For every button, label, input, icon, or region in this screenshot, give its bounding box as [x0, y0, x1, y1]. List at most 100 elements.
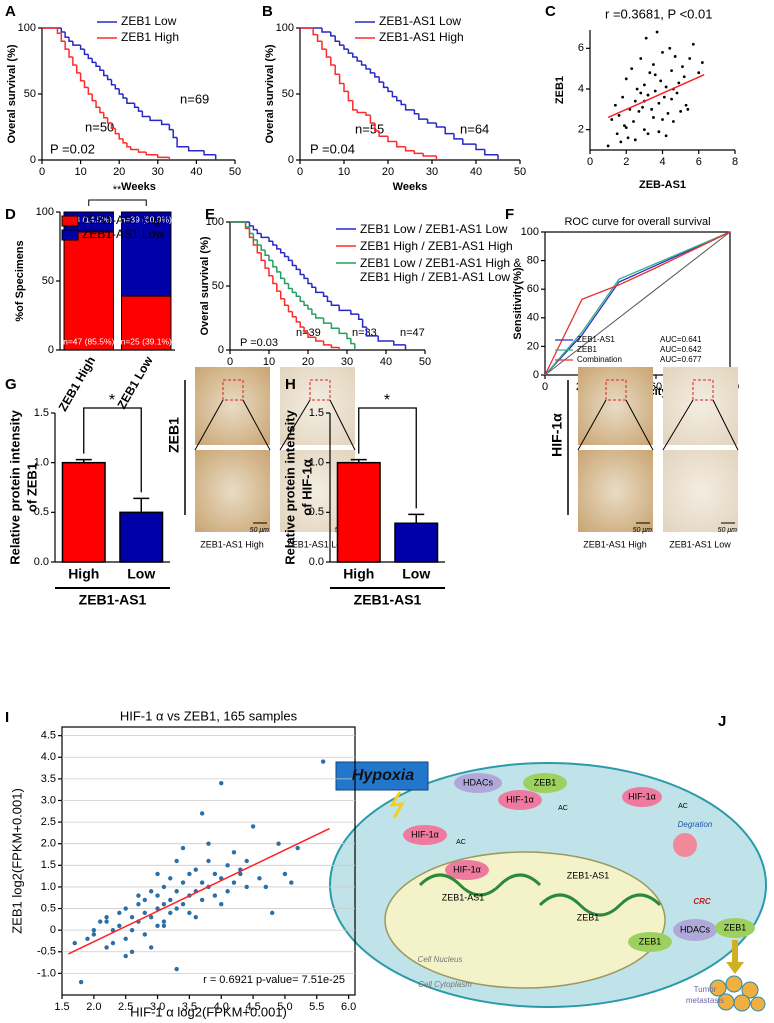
survival-step [172, 129, 178, 139]
point [161, 884, 167, 890]
survival-step [168, 124, 174, 131]
point [282, 871, 288, 877]
point [657, 130, 661, 134]
annotation: P =0.02 [50, 141, 95, 156]
point [168, 876, 173, 881]
point [155, 906, 160, 911]
point [679, 109, 683, 113]
point [621, 95, 625, 99]
survival-step [60, 33, 66, 42]
x-tick-label: High [68, 566, 99, 582]
point [662, 95, 666, 99]
x-tick-label: 8 [732, 156, 738, 168]
survival-step [256, 239, 262, 246]
arrow-head [726, 962, 744, 974]
zoom-lines [577, 399, 739, 451]
point [653, 89, 657, 93]
survival-step [72, 57, 77, 66]
survival-step [393, 341, 406, 346]
survival-step [330, 57, 336, 66]
point [659, 79, 663, 83]
legend-entry: ZEB1 Low / ZEB1-AS1 High & ZEB1 High / Z… [360, 256, 521, 284]
survival-step [413, 109, 419, 115]
bar [394, 522, 439, 563]
trendline [68, 827, 330, 955]
legend-label: ZEB1 High / ZEB1-AS1 High [360, 239, 513, 253]
plot-frame [61, 726, 356, 996]
diagram-label: HIF-1α [628, 791, 656, 801]
image-caption: ZEB1-AS1 Low [669, 539, 731, 549]
degradation-shape [673, 833, 697, 857]
survival-step [287, 305, 293, 313]
y-tick-label: 80 [527, 255, 539, 267]
legend-auc: AUC=0.641 [660, 335, 702, 344]
x-tick-label: 4.0 [214, 1001, 229, 1013]
panel-label: F [505, 206, 514, 223]
x-tick-label: 0 [542, 381, 548, 393]
y-tick-label: 0.0 [309, 556, 324, 568]
survival-step [303, 326, 308, 333]
survival-step [303, 274, 308, 280]
diagram-label: Degration [678, 820, 713, 829]
survival-step [346, 333, 351, 340]
scale-label: 50 μm [633, 527, 653, 534]
survival-step [283, 298, 289, 306]
survival-step [287, 256, 293, 262]
x-tick-label: 10 [74, 166, 86, 178]
survival-step [291, 311, 297, 318]
cell-nucleus [384, 851, 666, 989]
diagram-label: ZEB1 [639, 936, 662, 946]
point [269, 910, 275, 916]
survival-step [149, 116, 162, 122]
hif-shape [622, 787, 662, 807]
survival-step [283, 278, 289, 285]
y-tick-label: 100 [276, 22, 294, 34]
survival-step [330, 323, 340, 329]
hif-shape [498, 790, 542, 810]
survival-step [264, 260, 269, 269]
survival-step [316, 34, 322, 42]
diagram-label: HIF-1α [453, 864, 481, 874]
point [123, 953, 128, 959]
annotation: ** [113, 184, 122, 196]
y-axis-label: Sensitivity(%) [512, 267, 524, 339]
point [155, 871, 160, 877]
diagram-label: CRC [693, 897, 711, 906]
survival-step [338, 41, 344, 46]
x-tick-label: 6.0 [341, 1001, 356, 1013]
diagram-label: ZEB1 [577, 912, 600, 922]
survival-step [95, 62, 100, 68]
survival-step [377, 335, 394, 342]
point [148, 945, 154, 950]
survival-step [413, 150, 424, 155]
x-tick-label: 20 [302, 356, 314, 368]
x-tick-label: 20 [382, 166, 394, 178]
point [244, 884, 249, 890]
y-tick-label: 100 [521, 226, 539, 238]
survival-step [369, 115, 375, 124]
point [212, 893, 218, 898]
point [276, 841, 281, 846]
legend-entry: ZEB1 High / ZEB1-AS1 High [360, 239, 513, 253]
diagram-label: ZEB1 [724, 922, 747, 932]
point [72, 940, 77, 946]
survival-step [75, 64, 81, 74]
x-tick-label: 10 [338, 166, 350, 178]
y-tick-label: 1.0 [34, 457, 49, 469]
panel-label: J [718, 713, 726, 730]
survival-step [404, 146, 415, 152]
survival-step [87, 87, 93, 95]
y-axis-label: of HIF-1α [299, 459, 314, 515]
survival-step [365, 112, 371, 116]
point [686, 107, 690, 111]
survival-step [64, 31, 70, 38]
ihc-image [578, 450, 653, 532]
point [617, 114, 621, 117]
point [231, 880, 237, 885]
point [161, 923, 167, 929]
point [606, 144, 610, 148]
survival-step [350, 338, 355, 345]
panel-label: G [5, 376, 17, 393]
survival-step [276, 283, 281, 292]
